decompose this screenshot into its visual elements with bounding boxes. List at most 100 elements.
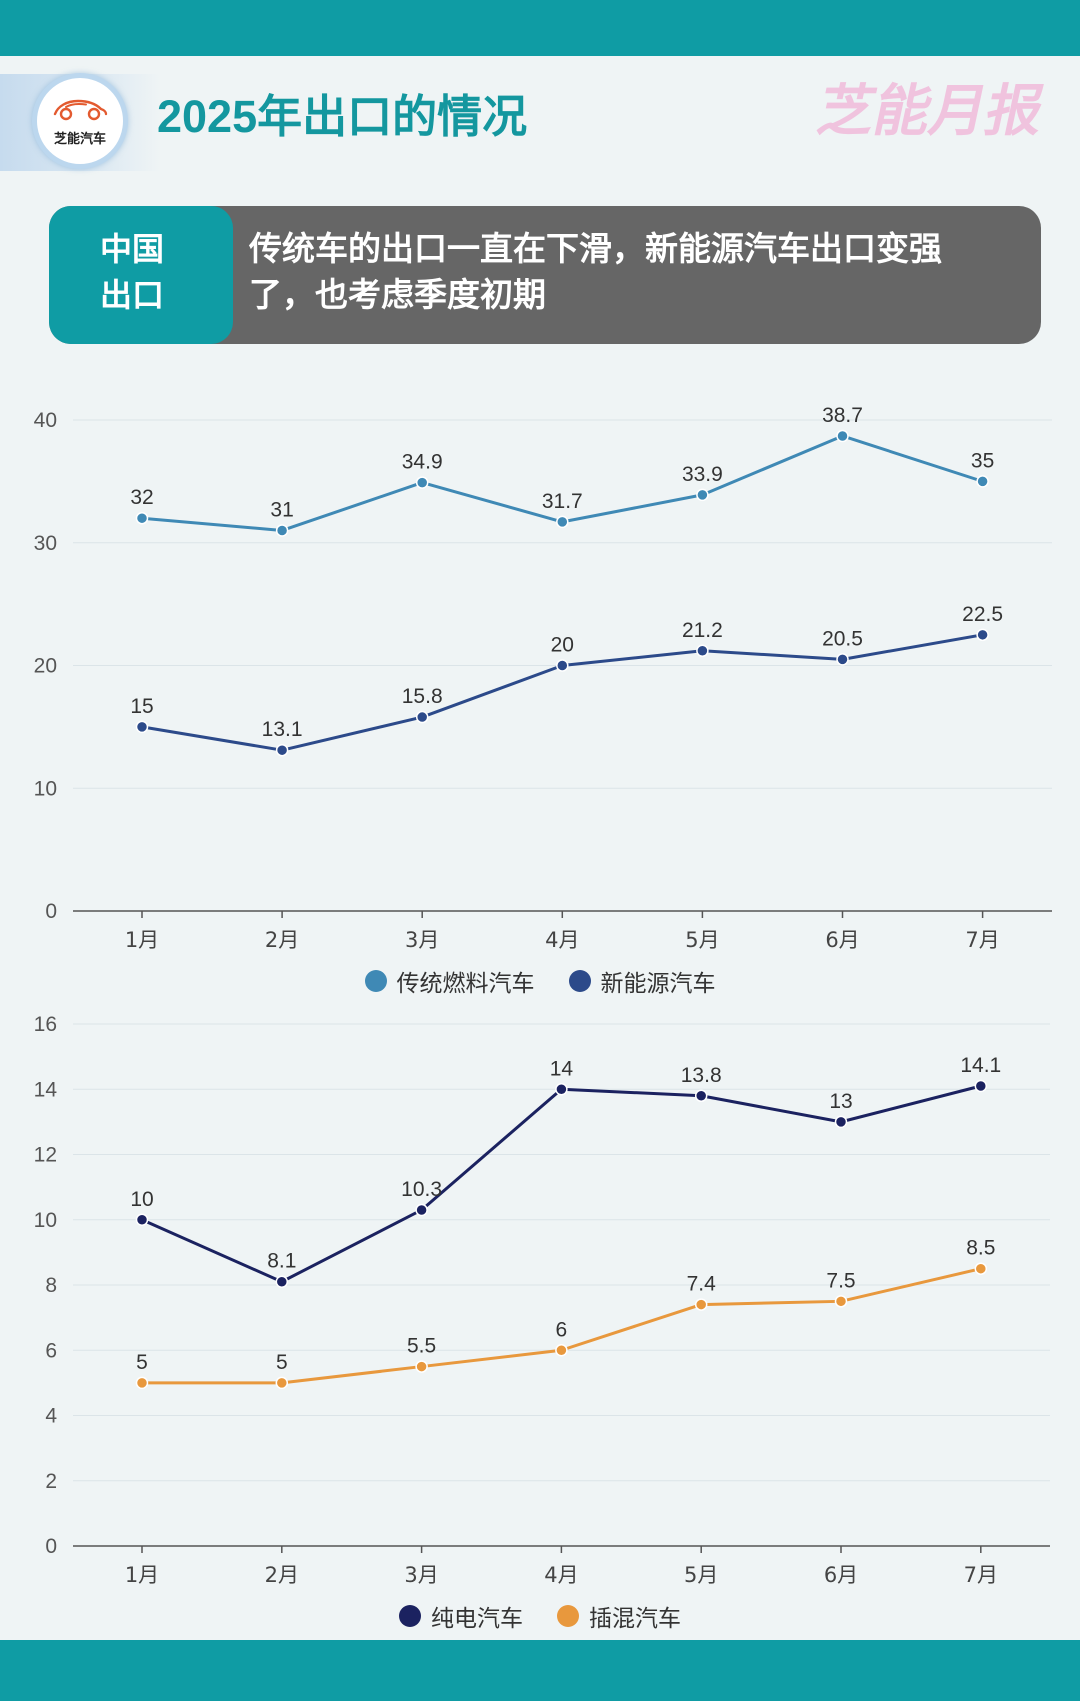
series-2-point xyxy=(415,710,429,724)
series-2-data-label: 13.1 xyxy=(262,718,303,741)
legend-marker xyxy=(364,970,387,992)
legend-label: 纯电汽车 xyxy=(431,1606,523,1632)
series-1-data-label: 38.7 xyxy=(822,404,863,427)
series-2-data-label: 15.8 xyxy=(402,685,443,708)
series-2-data-label: 5.5 xyxy=(407,1335,436,1358)
series-2-point xyxy=(275,1376,289,1390)
y-tick-label: 6 xyxy=(45,1339,57,1362)
legend-marker xyxy=(568,970,591,992)
x-tick-label: 7月 xyxy=(964,1563,998,1587)
callout-tag-text: 中国 出口 xyxy=(100,226,164,318)
x-tick-label: 4月 xyxy=(544,1563,578,1587)
series-1-point xyxy=(555,1083,568,1096)
y-tick-label: 8 xyxy=(45,1274,57,1297)
series-2-data-label: 22.5 xyxy=(962,603,1003,626)
series-1-point xyxy=(415,1203,428,1217)
series-2-data-label: 7.4 xyxy=(687,1273,717,1296)
x-tick-label: 3月 xyxy=(405,928,439,952)
bottom-banner xyxy=(0,1640,1080,1701)
legend-item-traditional-fuel: 传统燃料汽车 xyxy=(364,964,535,998)
y-tick-label: 16 xyxy=(34,1013,57,1036)
callout-tag-line-2: 出口 xyxy=(100,276,165,314)
series-2-point xyxy=(556,659,569,672)
series-2-data-label: 5 xyxy=(276,1351,288,1374)
y-tick-label: 4 xyxy=(45,1405,57,1428)
chart-2-export-bev-vs-phev: 0 2 4 6 8 10 12 14 16 1月 2月 3月 4月 5月 6月 7月 10 8.1 10.3 14 13… xyxy=(34,1013,1050,1587)
legend-item-phev: 插混汽车 xyxy=(557,1599,681,1633)
series-2-data-label: 20 xyxy=(551,634,574,657)
y-tick-label: 12 xyxy=(34,1144,57,1167)
x-tick-label: 3月 xyxy=(404,1563,438,1587)
series-2-data-label: 6 xyxy=(556,1318,568,1341)
chart-1-legend: 传统燃料汽车 新能源汽车 xyxy=(0,965,1080,997)
brand-watermark: 芝能月报 xyxy=(812,79,1050,144)
series-1-data-label: 34.9 xyxy=(402,451,443,474)
x-tick-label: 1月 xyxy=(125,928,159,952)
y-tick-label: 10 xyxy=(34,777,57,800)
series-1-point xyxy=(834,1115,848,1129)
legend-label: 插混汽车 xyxy=(589,1606,681,1632)
series-2-point xyxy=(976,628,989,642)
series-1-data-label: 10.3 xyxy=(401,1178,442,1201)
series-1-point xyxy=(836,429,849,443)
series-1-data-label: 8.1 xyxy=(267,1250,296,1273)
series-2-data-label: 8.5 xyxy=(966,1237,995,1260)
chart-2-legend: 纯电汽车 插混汽车 xyxy=(0,1600,1080,1632)
series-2-point xyxy=(974,1262,988,1275)
y-tick-label: 30 xyxy=(34,532,57,555)
series-1-data-label: 13.8 xyxy=(681,1064,722,1087)
series-2-data-label: 20.5 xyxy=(822,627,863,650)
x-tick-label: 2月 xyxy=(265,928,299,952)
series-1-data-label: 35 xyxy=(971,449,994,472)
series-1-data-label: 31.7 xyxy=(542,490,583,513)
series-1-point xyxy=(135,511,149,525)
y-tick-label: 14 xyxy=(34,1078,58,1101)
legend-label: 新能源汽车 xyxy=(600,971,716,997)
x-tick-label: 2月 xyxy=(265,1563,299,1587)
x-tick-label: 7月 xyxy=(965,928,999,952)
callout-tag: 中国 出口 xyxy=(49,206,233,344)
top-banner xyxy=(0,0,1080,56)
series-2-point xyxy=(275,743,289,757)
y-tick-label: 2 xyxy=(45,1470,57,1493)
series-2-data-label: 21.2 xyxy=(682,619,723,642)
series-2-point xyxy=(696,644,709,658)
legend-marker xyxy=(399,1605,421,1627)
series-1-data-label: 33.9 xyxy=(682,463,723,486)
series-1-point xyxy=(556,515,569,529)
series-2-point xyxy=(135,720,149,734)
chart-1-export-fuel-vs-nev: 0 10 20 30 40 1月 2月 3月 4月 5月 6月 7月 32 31 34.9 31.7 33.9 3… xyxy=(34,404,1052,952)
y-tick-label: 0 xyxy=(45,1535,57,1558)
series-2-data-label: 7.5 xyxy=(826,1269,855,1292)
legend-item-bev: 纯电汽车 xyxy=(399,1599,523,1633)
brand-logo: 芝能汽车 xyxy=(32,73,128,169)
x-tick-label: 6月 xyxy=(825,928,859,952)
series-1-point xyxy=(694,1089,708,1103)
series-1-point xyxy=(275,524,289,537)
series-1-data-label: 14.1 xyxy=(960,1054,1001,1077)
series-2-point xyxy=(694,1298,708,1311)
x-tick-label: 5月 xyxy=(684,1563,718,1587)
y-tick-label: 20 xyxy=(34,655,57,678)
series-2-point xyxy=(555,1344,568,1357)
summary-callout: 中国 出口 传统车的出口一直在下滑，新能源汽车出口变强了，也考虑季度初期 xyxy=(49,206,1041,344)
series-1-point xyxy=(976,475,989,488)
series-2-point xyxy=(135,1376,149,1390)
series-1-point xyxy=(135,1213,149,1226)
series-2-data-label: 15 xyxy=(130,695,153,718)
x-tick-label: 6月 xyxy=(824,1563,858,1587)
series-2-point xyxy=(836,653,849,666)
legend-label: 传统燃料汽车 xyxy=(396,971,535,997)
car-logo-icon xyxy=(53,99,108,121)
x-tick-label: 5月 xyxy=(685,928,719,952)
x-tick-label: 1月 xyxy=(125,1563,159,1587)
series-1-point xyxy=(415,476,429,489)
series-1-data-label: 14 xyxy=(550,1057,574,1080)
legend-item-new-energy: 新能源汽车 xyxy=(568,964,716,998)
callout-text: 传统车的出口一直在下滑，新能源汽车出口变强了，也考虑季度初期 xyxy=(249,229,942,314)
series-1-data-label: 32 xyxy=(130,486,153,509)
logo-text: 芝能汽车 xyxy=(53,132,106,147)
y-tick-label: 10 xyxy=(34,1209,57,1232)
series-1-point xyxy=(974,1079,988,1093)
y-tick-label: 40 xyxy=(34,409,57,432)
